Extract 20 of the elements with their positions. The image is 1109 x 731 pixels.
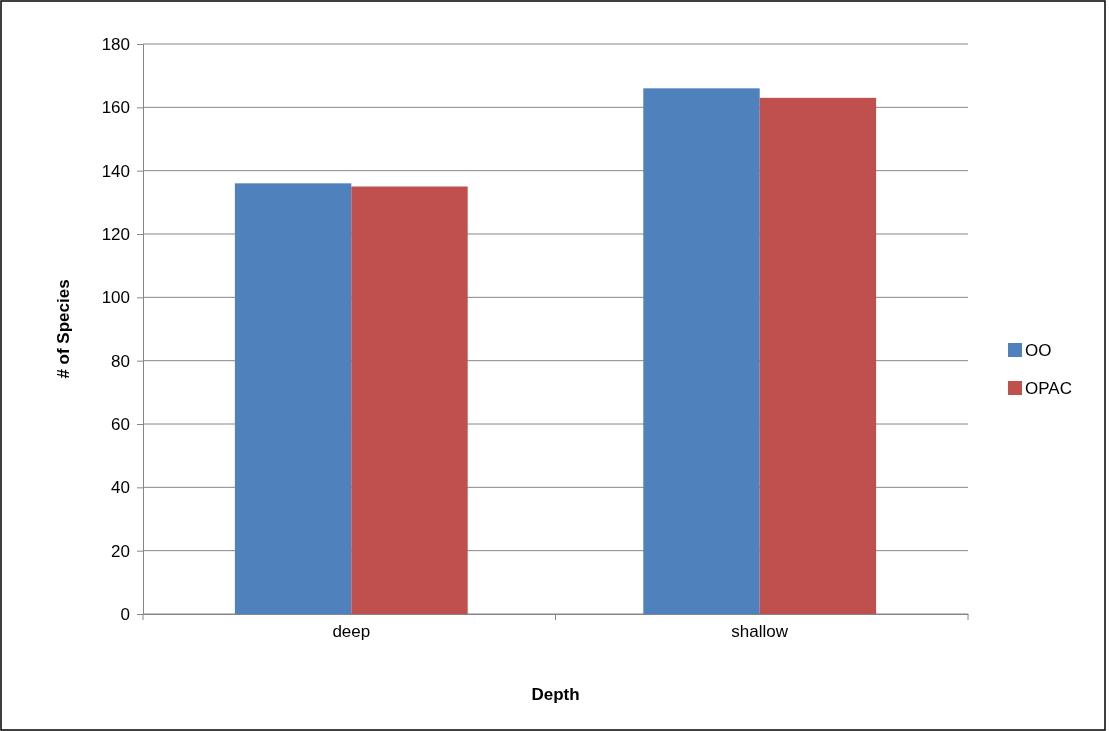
x-tick-label: deep [332,622,371,642]
y-tick-label: 20 [111,541,130,561]
y-tick-label: 160 [101,98,130,118]
y-tick-label: 180 [101,34,130,54]
bar [643,88,760,614]
y-tick-label: 100 [101,288,130,308]
y-axis-title: # of Species [54,279,73,379]
y-tick-label: 0 [120,604,130,624]
y-tick-label: 40 [111,478,130,498]
x-axis-title: Depth [531,685,580,704]
x-tick-label: shallow [731,622,789,642]
y-tick-label: 80 [111,351,130,371]
bar [351,186,468,614]
bar [759,97,877,614]
y-tick-label: 140 [101,161,130,181]
bar [234,183,352,614]
y-tick-label: 120 [101,224,130,244]
legend-label: OPAC [1025,379,1072,398]
y-tick-label: 60 [111,414,130,434]
legend-label: OO [1025,341,1052,360]
